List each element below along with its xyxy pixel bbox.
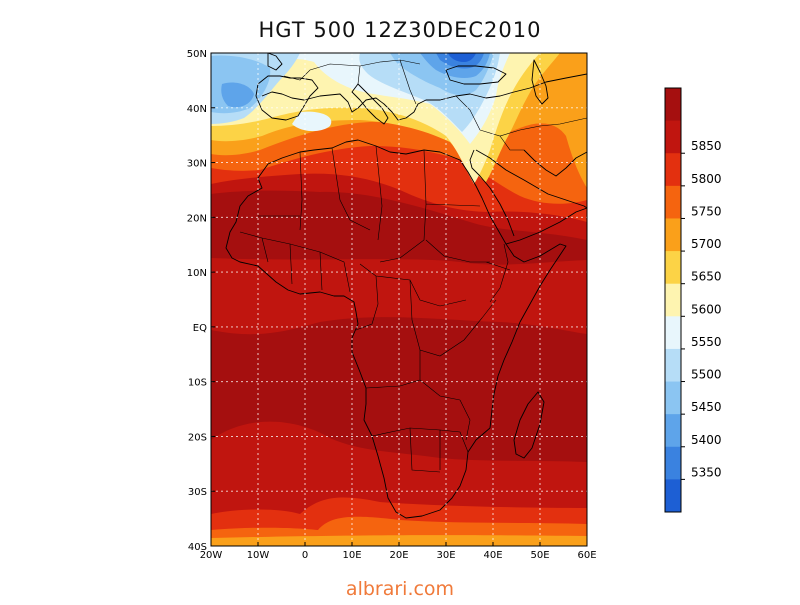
legend-swatch: [665, 479, 681, 513]
madagascar-coastline: [513, 391, 545, 459]
legend-swatch: [665, 283, 681, 317]
legend-swatch: [665, 381, 681, 415]
legend-label: 5350: [691, 465, 722, 479]
legend-label: 5450: [691, 400, 722, 414]
legend-label: 5600: [691, 302, 722, 316]
legend-swatch: [665, 218, 681, 252]
legend-swatch: [665, 88, 681, 122]
map-title: HGT 500 12Z30DEC2010: [258, 18, 542, 42]
x-tick-label: 40E: [483, 550, 502, 561]
europe-coastline: [261, 73, 587, 121]
level-below-5350-area: [448, 53, 476, 62]
longitude-axis: 20W 10W 0 10E 20E 30E 40E 50E 60E: [200, 542, 597, 561]
x-tick-label: 10E: [342, 550, 361, 561]
y-tick-label: 50N: [187, 49, 207, 60]
x-tick-label: 60E: [577, 550, 596, 561]
caspian-coast: [531, 59, 549, 105]
y-tick-label: 40S: [188, 542, 207, 553]
legend-label: 5500: [691, 368, 722, 382]
legend-label: 5650: [691, 270, 722, 284]
legend-label: 5400: [691, 433, 722, 447]
black-sea-coast: [445, 65, 507, 85]
y-tick-label: 10N: [187, 268, 207, 279]
legend-label: 5550: [691, 335, 722, 349]
y-tick-label: 20S: [188, 432, 207, 443]
coastlines: [225, 53, 587, 519]
italy-coastline: [351, 83, 389, 125]
y-tick-label: 20N: [187, 213, 207, 224]
height-field: [211, 53, 587, 546]
legend-swatch: [665, 185, 681, 219]
legend-label: 5850: [691, 139, 722, 153]
watermark-text: albrari.com: [345, 578, 455, 600]
color-legend: 5850 5800 5750 5700 5650 5600 5550 5500 5450 5400…: [664, 87, 722, 513]
legend-swatch: [665, 120, 681, 154]
legend-label: 5800: [691, 172, 722, 186]
x-tick-label: 30E: [436, 550, 455, 561]
y-tick-label: 30N: [187, 159, 207, 170]
x-tick-label: 50E: [530, 550, 549, 561]
legend-swatch: [665, 316, 681, 350]
legend-frame: [664, 87, 682, 513]
y-tick-label: 30S: [188, 487, 207, 498]
iberia-coastline: [255, 75, 319, 121]
level-5850-area-tropics: [211, 258, 587, 335]
legend-label: 5700: [691, 237, 722, 251]
x-tick-label: 10W: [247, 550, 270, 561]
legend-swatch: [665, 251, 681, 285]
grid-lines: [211, 53, 587, 546]
persian-gulf-coast: [523, 149, 587, 177]
level-5550-pocket: [292, 111, 332, 132]
legend-swatch: [665, 153, 681, 187]
uk-coastline: [267, 53, 283, 71]
x-tick-label: 0: [302, 550, 308, 561]
legend-swatch: [665, 446, 681, 480]
legend-swatch: [665, 414, 681, 448]
y-tick-label: 10S: [188, 378, 207, 389]
legend-label: 5750: [691, 204, 722, 218]
y-tick-label: EQ: [193, 323, 207, 334]
x-tick-label: 20E: [389, 550, 408, 561]
x-tick-label: 20W: [200, 550, 223, 561]
level-5400-area: [221, 82, 254, 108]
legend-swatch: [665, 348, 681, 383]
latitude-axis: 50N 40N 30N 20N 10N EQ 10S 20S 30S 40S: [187, 49, 215, 553]
y-tick-label: 40N: [187, 104, 207, 115]
